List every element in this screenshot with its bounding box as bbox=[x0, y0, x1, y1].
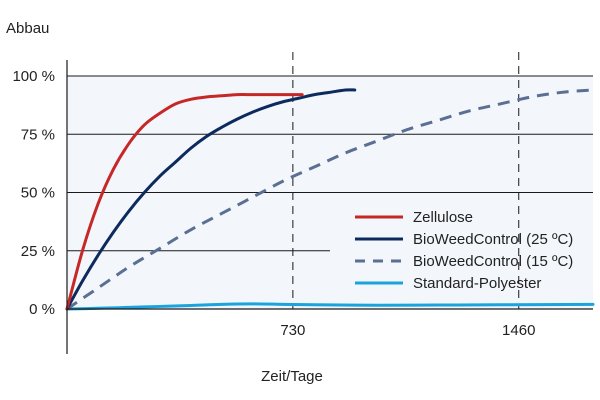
legend: Zellulose BioWeedControl (25 ºC) BioWeedCo… bbox=[355, 209, 573, 292]
series-line-bioweedcontrol-15-c bbox=[66, 88, 594, 311]
legend-label-bioweedcontrol-25-c: BioWeedControl (25 ºC) bbox=[413, 231, 573, 248]
series-line-zellulose bbox=[65, 93, 304, 311]
y-tick-label-75: 75 % bbox=[21, 126, 55, 143]
x-axis-label: Zeit/Tage bbox=[261, 368, 323, 385]
axes bbox=[66, 60, 593, 354]
y-tick-label-0: 0 % bbox=[29, 301, 55, 318]
y-tick-label-25: 25 % bbox=[21, 243, 55, 260]
legend-label-bioweedcontrol-15-c: BioWeedControl (15 ºC) bbox=[413, 253, 573, 270]
y-tick-label-100: 100 % bbox=[12, 68, 55, 85]
legend-label-standard-polyester: Standard-Polyester bbox=[413, 275, 541, 292]
legend-label-zellulose: Zellulose bbox=[413, 209, 473, 226]
x-tick-label-1460: 1460 bbox=[502, 322, 535, 339]
series-line-standard-polyester bbox=[65, 302, 595, 311]
y-axis-label: Abbau bbox=[6, 20, 49, 37]
tick-labels: 0 % 25 % 50 % 75 % 100 % 730 1460 bbox=[12, 68, 535, 339]
x-tick-label-730: 730 bbox=[280, 322, 305, 339]
y-tick-label-50: 50 % bbox=[21, 185, 55, 202]
series-lines bbox=[65, 88, 595, 311]
gridlines bbox=[67, 75, 593, 252]
series-line-bioweedcontrol-25-c bbox=[65, 88, 357, 311]
